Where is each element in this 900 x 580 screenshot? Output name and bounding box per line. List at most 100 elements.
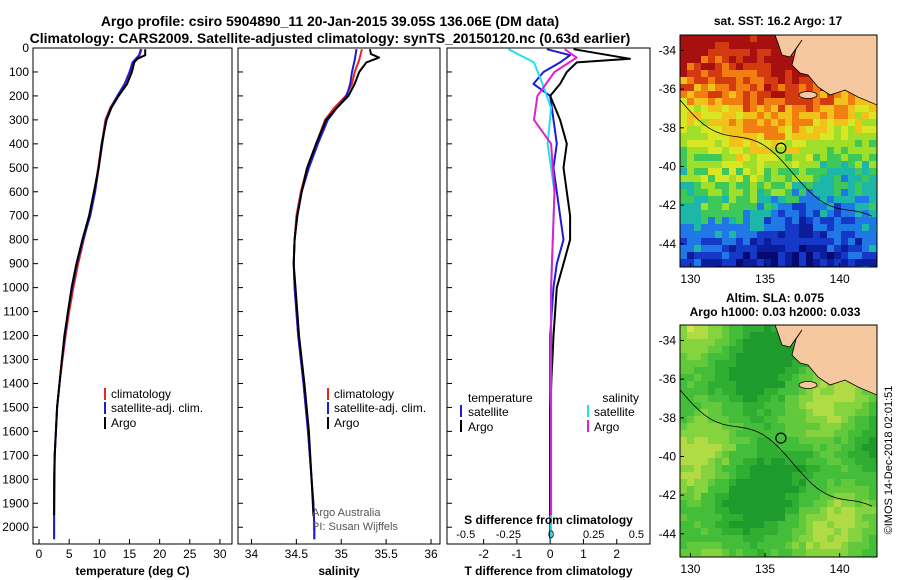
depth-tick-label: 1500 [2,400,29,414]
legend-group-heading: temperature [468,391,533,405]
difference-panel-frame [446,47,651,545]
salinity-series-line [292,49,380,516]
depth-tick-label: 700 [9,209,29,223]
map-lat-tick-label: -38 [659,121,677,135]
difference-x-axis-label: T difference from climatology [464,564,632,578]
map-lat-tick-label: -36 [659,372,677,386]
sst-map-title: sat. SST: 16.2 Argo: 17 [714,14,843,28]
difference-series-line [533,48,578,516]
sla-map-island [798,381,818,389]
temperature-series-line [53,49,147,516]
depth-tick-label: 1200 [2,329,29,343]
map-lat-tick-label: -34 [659,43,677,57]
sla-map-frame [679,324,878,558]
legend-label: Argo [111,416,137,430]
sla-map-title: Altim. SLA: 0.075 [726,291,824,305]
depth-tick-label: 200 [9,89,29,103]
map-lon-tick-label: 140 [830,272,850,286]
salinity-difference-tick-label: -0.5 [456,529,475,541]
sst-map-image [680,35,877,267]
legend-label: Argo [468,420,494,434]
sst-map-contour [680,99,873,217]
difference-x-tick-label: 0 [547,547,554,561]
legend-label: satellite-adj. clim. [334,401,426,415]
map-lon-tick-label: 140 [830,562,850,576]
map-lon-tick-label: 130 [680,562,700,576]
credit-line: Argo Australia [312,507,381,519]
temperature-panel-frame [32,47,233,545]
depth-tick-label: 2000 [2,520,29,534]
legend-label: climatology [111,387,171,401]
difference-x-tick-label: 1 [580,547,587,561]
map-lat-tick-label: -42 [659,488,677,502]
salinity-x-axis-label: salinity [318,564,360,578]
plot-title-line2: Climatology: CARS2009. Satellite-adjuste… [29,30,631,46]
temperature-x-tick-label: 25 [183,547,197,561]
salinity-x-tick-label: 35 [335,547,349,561]
temperature-x-tick-label: 5 [66,547,73,561]
map-lon-tick-label: 130 [680,272,700,286]
salinity-difference-tick-label: 0.5 [629,529,644,541]
argo-position-marker [775,142,787,154]
temperature-x-axis-label: temperature (deg C) [75,564,189,578]
sla-map-land [774,325,877,396]
depth-tick-label: 600 [9,185,29,199]
depth-tick-label: 300 [9,113,29,127]
depth-tick-label: 0 [22,41,29,55]
difference-x-tick-label: -1 [512,547,523,561]
depth-tick-label: 1700 [2,448,29,462]
map-lat-tick-label: -40 [659,449,677,463]
depth-tick-label: 1600 [2,424,29,438]
sst-map-land [774,35,877,106]
legend-label: satellite-adj. clim. [111,401,203,415]
depth-tick-label: 900 [9,257,29,271]
salinity-panel-frame [237,47,441,545]
salinity-series-line [292,48,363,540]
map-lat-tick-label: -42 [659,198,677,212]
depth-tick-label: 1400 [2,376,29,390]
map-lat-tick-label: -44 [659,527,677,541]
temperature-series-line [53,48,142,540]
salinity-difference-axis-label: S difference from climatology [464,513,633,527]
sla-map-image [680,325,877,557]
temperature-series-line [53,48,143,540]
map-lat-tick-label: -40 [659,159,677,173]
temperature-x-tick-label: 20 [153,547,167,561]
depth-tick-label: 1800 [2,472,29,486]
depth-tick-label: 1100 [3,305,29,319]
temperature-x-tick-label: 0 [36,547,43,561]
salinity-difference-tick-label: 0 [548,529,554,541]
map-lat-tick-label: -38 [659,411,677,425]
depth-tick-label: 1300 [2,352,29,366]
legend-group-heading: salinity [602,391,639,405]
temperature-x-tick-label: 30 [213,547,227,561]
sst-map-frame [679,34,878,268]
legend-label: Argo [334,416,360,430]
difference-x-tick-label: -2 [478,547,489,561]
sla-map-subtitle: Argo h1000: 0.03 h2000: 0.033 [690,305,861,319]
temperature-x-tick-label: 10 [93,547,107,561]
difference-series-line [507,48,556,540]
map-lat-tick-label: -44 [659,237,677,251]
difference-x-tick-label: 2 [613,547,620,561]
salinity-x-tick-label: 34.5 [285,547,309,561]
sst-map-island [798,91,818,99]
map-lon-tick-label: 135 [755,272,775,286]
timestamp-stamp: ©IMOS 14-Dec-2018 02:01:51 [883,386,895,535]
map-lat-tick-label: -34 [659,333,677,347]
legend-label: Argo [594,420,620,434]
legend-label: satellite [594,405,635,419]
plot-title-line1: Argo profile: csiro 5904890_11 20-Jan-20… [100,13,560,29]
depth-tick-label: 400 [9,137,29,151]
map-lat-tick-label: -36 [659,82,677,96]
legend-label: climatology [334,387,394,401]
argo-position-marker [775,432,787,444]
depth-tick-label: 1900 [2,496,29,510]
depth-tick-label: 100 [9,65,29,79]
salinity-x-tick-label: 36 [424,547,438,561]
depth-tick-label: 800 [9,233,29,247]
depth-tick-label: 500 [9,161,29,175]
salinity-difference-tick-label: -0.25 [496,529,521,541]
salinity-difference-tick-label: 0.25 [583,529,604,541]
